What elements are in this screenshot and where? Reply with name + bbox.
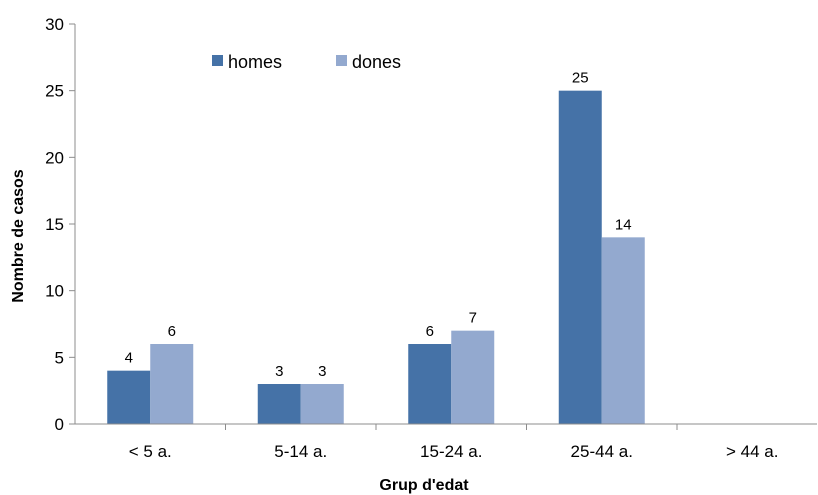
legend-swatch-dones [336,55,347,66]
x-tick-label: 15-24 a. [420,442,482,461]
data-label: 7 [469,310,477,327]
bar-homes-2 [408,344,452,424]
x-tick-label: < 5 a. [129,442,172,461]
y-tick-label: 10 [45,282,64,301]
x-tick-label: 5-14 a. [274,442,327,461]
bar-dones-1 [300,384,344,424]
bar-homes-0 [107,370,151,424]
bar-homes-3 [558,90,602,425]
legend-label-dones: dones [352,52,401,72]
bar-dones-3 [601,237,645,424]
bars [107,90,645,425]
y-tick-label: 20 [45,148,64,167]
bar-homes-1 [257,384,301,424]
data-label: 4 [125,350,133,367]
data-label: 25 [572,70,589,87]
y-axis-title: Nombre de casos [10,169,27,302]
x-tick-label: 25-44 a. [571,442,633,461]
data-labels: 4 3 6 25 6 3 7 14 [125,70,632,380]
data-label: 6 [168,323,176,340]
data-label: 3 [275,363,283,380]
bar-dones-2 [451,330,495,424]
data-label: 6 [426,323,434,340]
bar-dones-0 [150,344,194,424]
x-axis-title: Grup d'edat [379,477,469,494]
y-tick-label: 0 [55,415,64,434]
y-tick-label: 5 [55,348,64,367]
legend: homes dones [212,52,401,72]
x-axis-ticks: < 5 a. 5-14 a. 15-24 a. 25-44 a. > 44 a. [129,424,778,461]
legend-swatch-homes [212,55,223,66]
x-tick-label: > 44 a. [726,442,778,461]
data-label: 3 [318,363,326,380]
y-axis-ticks: 0 5 10 15 20 25 30 [45,15,75,434]
y-tick-label: 25 [45,82,64,101]
legend-label-homes: homes [228,52,282,72]
y-tick-label: 30 [45,15,64,34]
y-tick-label: 15 [45,215,64,234]
data-label: 14 [615,216,632,233]
